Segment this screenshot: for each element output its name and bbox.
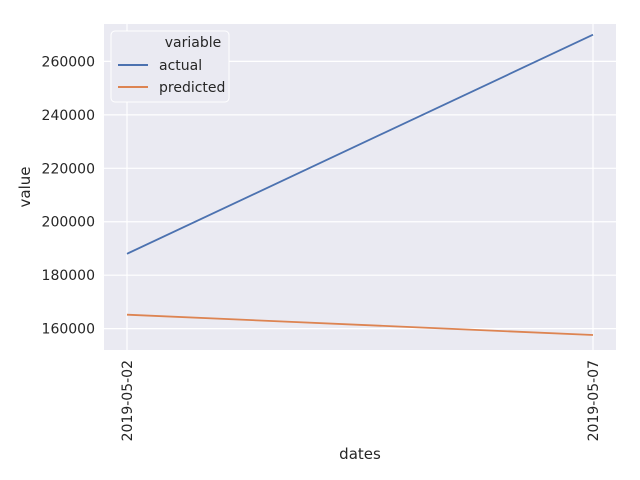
x-tick-label: 2019-05-07 bbox=[586, 360, 602, 441]
y-tick-label: 220000 bbox=[42, 161, 95, 177]
x-tick-label: 2019-05-02 bbox=[120, 360, 136, 441]
tick-labels: 160000 180000 200000 220000 240000 260000 2019… bbox=[42, 54, 602, 441]
legend-label-actual: actual bbox=[159, 58, 202, 74]
y-tick-label: 200000 bbox=[42, 215, 95, 231]
series-line-actual bbox=[126, 33, 594, 255]
legend-title: variable bbox=[165, 35, 221, 51]
legend: variable actual predicted bbox=[110, 30, 230, 103]
y-tick-label: 240000 bbox=[42, 108, 95, 124]
x-axis-label: dates bbox=[339, 445, 381, 463]
series-lines bbox=[126, 33, 594, 336]
legend-box bbox=[110, 30, 230, 103]
y-axis-label: value bbox=[16, 167, 34, 208]
y-tick-label: 180000 bbox=[42, 268, 95, 284]
y-tick-label: 260000 bbox=[42, 54, 95, 70]
series-line-predicted bbox=[126, 313, 594, 336]
y-tick-label: 160000 bbox=[42, 322, 95, 338]
legend-label-predicted: predicted bbox=[159, 80, 225, 96]
gridlines bbox=[104, 24, 616, 350]
